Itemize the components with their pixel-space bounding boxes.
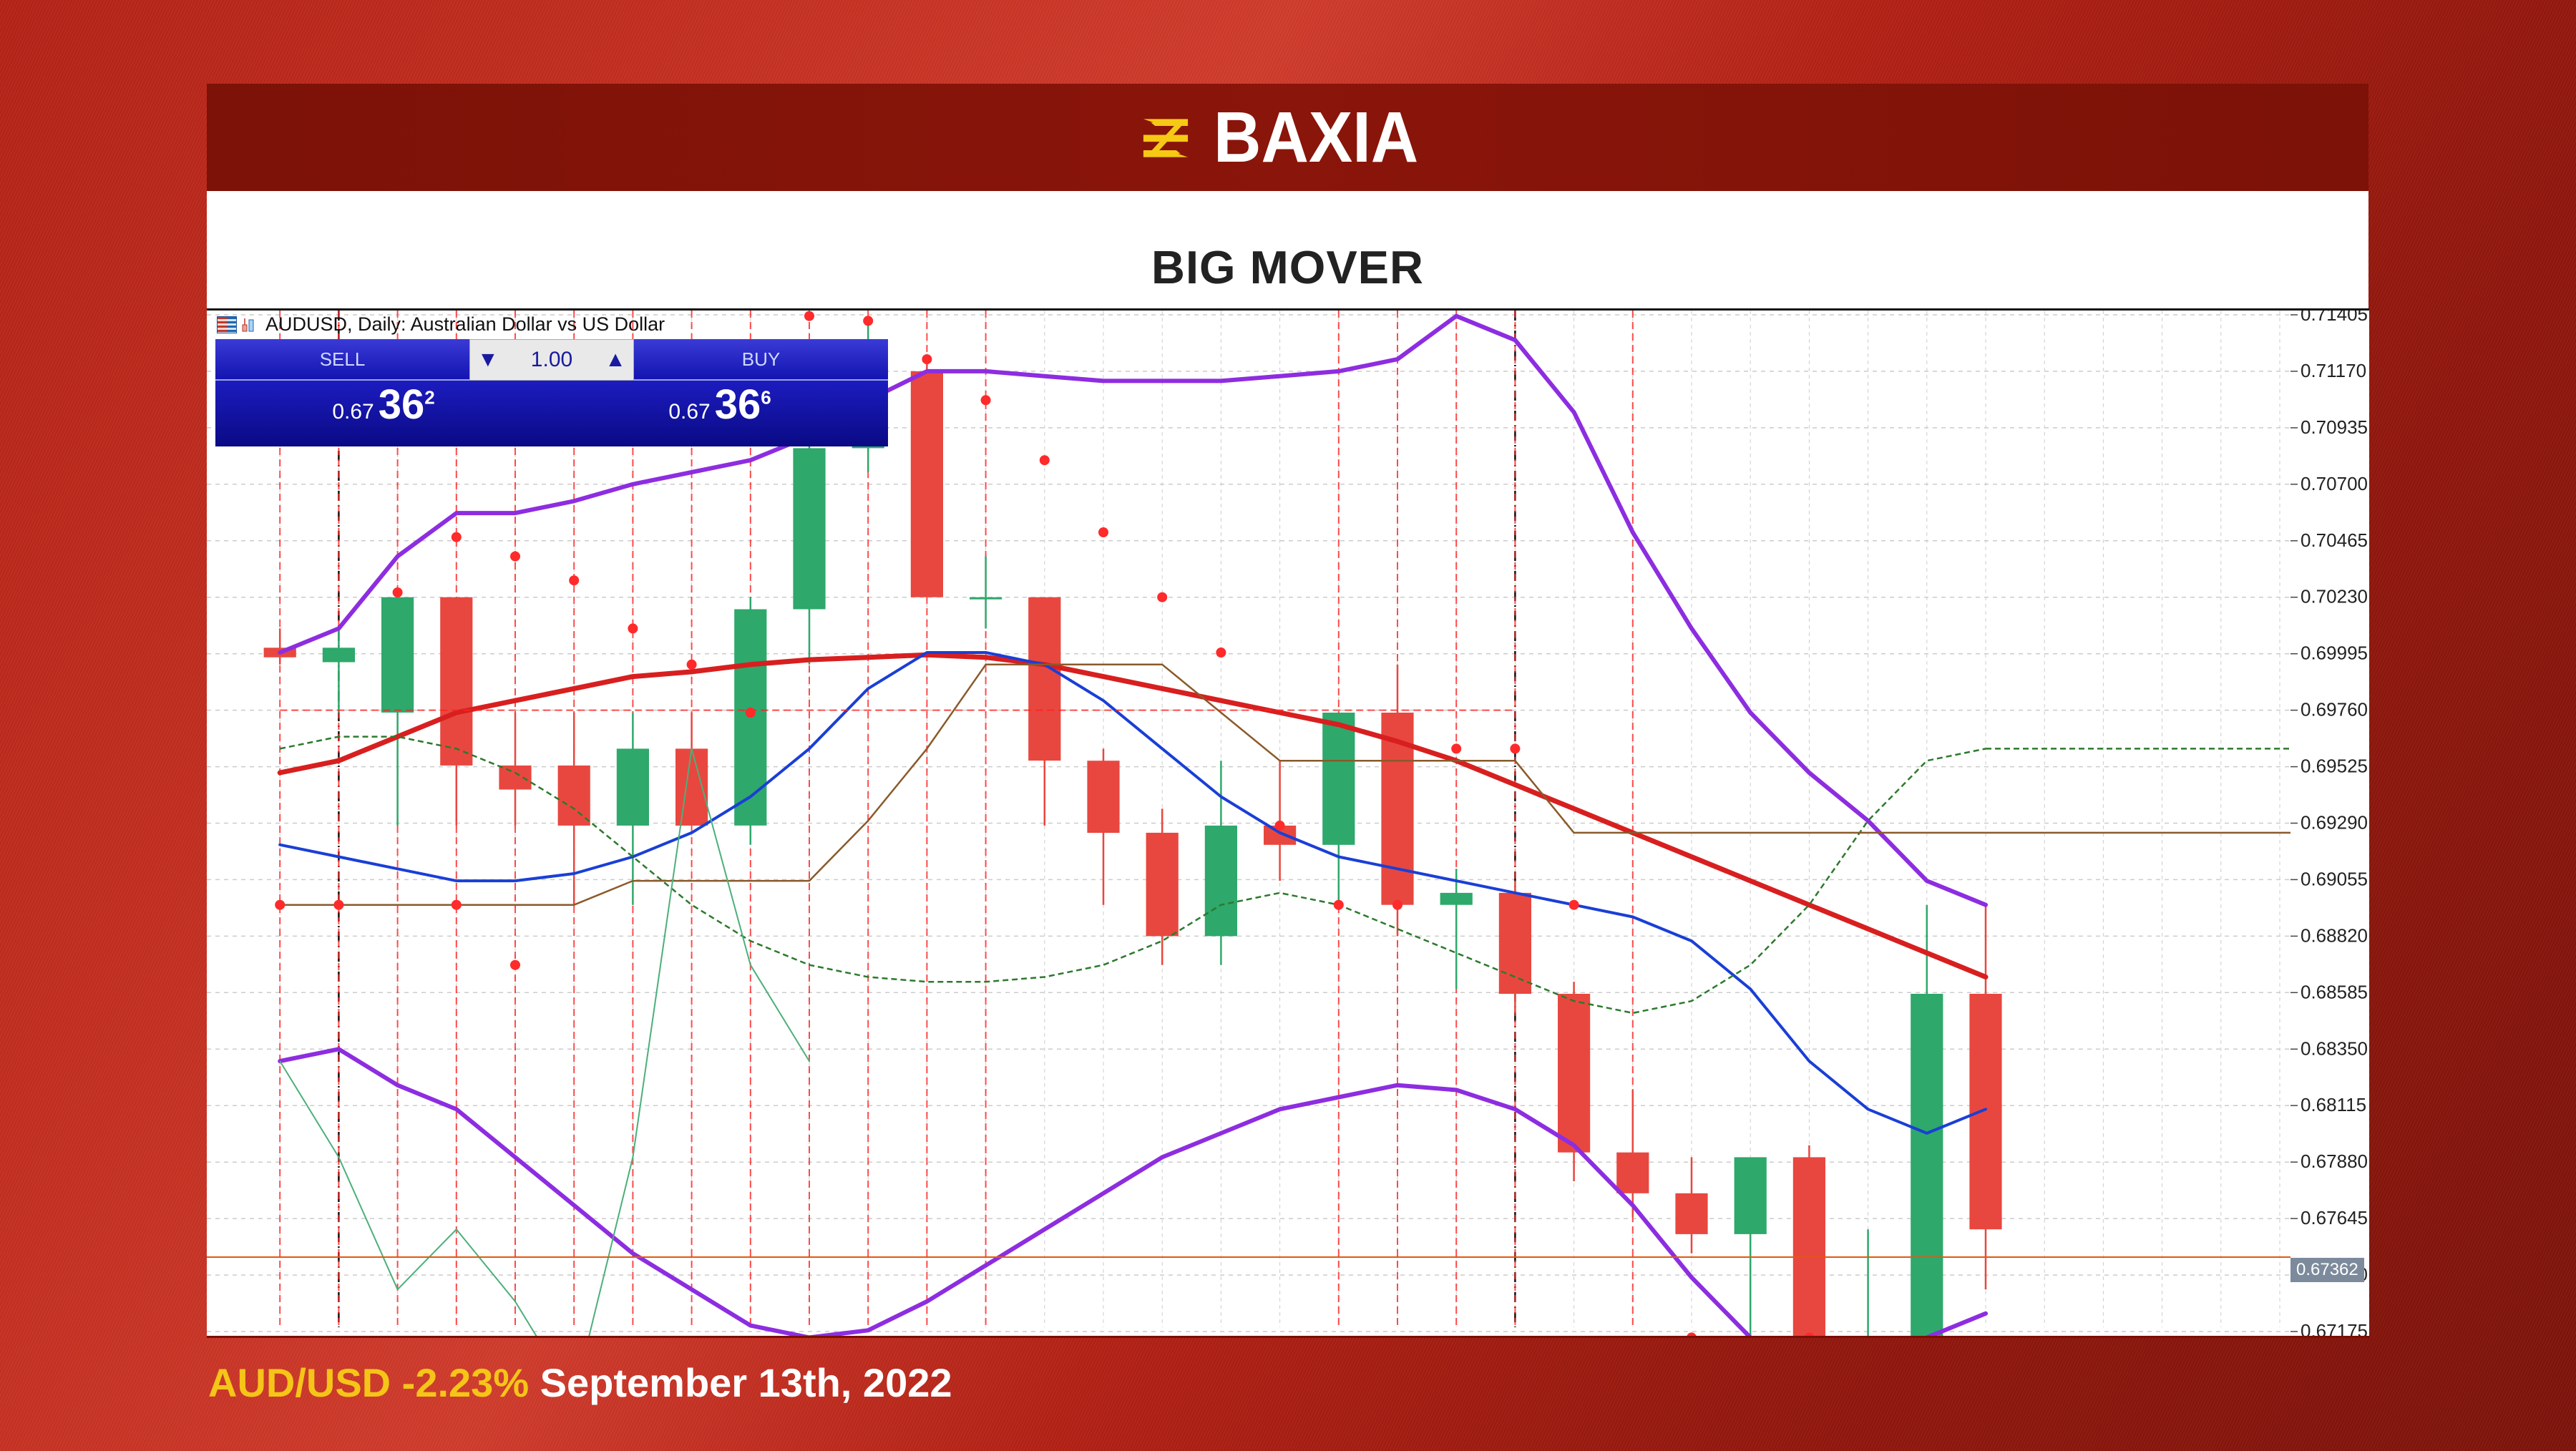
svg-text:0.71170: 0.71170 xyxy=(2301,360,2366,381)
svg-text:0.68115: 0.68115 xyxy=(2301,1094,2366,1115)
svg-text:0.68820: 0.68820 xyxy=(2301,924,2368,946)
svg-text:0.70230: 0.70230 xyxy=(2301,586,2368,607)
svg-text:0.71405: 0.71405 xyxy=(2301,311,2368,325)
svg-text:0.67880: 0.67880 xyxy=(2301,1150,2368,1172)
svg-text:0.69055: 0.69055 xyxy=(2301,868,2368,889)
svg-text:0.68350: 0.68350 xyxy=(2301,1037,2368,1059)
svg-text:0.70700: 0.70700 xyxy=(2301,473,2368,494)
svg-text:0.69760: 0.69760 xyxy=(2301,699,2368,720)
svg-text:0.70465: 0.70465 xyxy=(2301,529,2368,551)
svg-text:0.70935: 0.70935 xyxy=(2301,416,2368,438)
svg-text:0.69290: 0.69290 xyxy=(2301,812,2368,834)
svg-text:0.67645: 0.67645 xyxy=(2301,1207,2368,1228)
svg-text:0.69525: 0.69525 xyxy=(2301,756,2368,777)
svg-text:0.68585: 0.68585 xyxy=(2301,981,2368,1002)
svg-text:0.67175: 0.67175 xyxy=(2301,1320,2368,1336)
svg-text:0.69995: 0.69995 xyxy=(2301,643,2368,664)
